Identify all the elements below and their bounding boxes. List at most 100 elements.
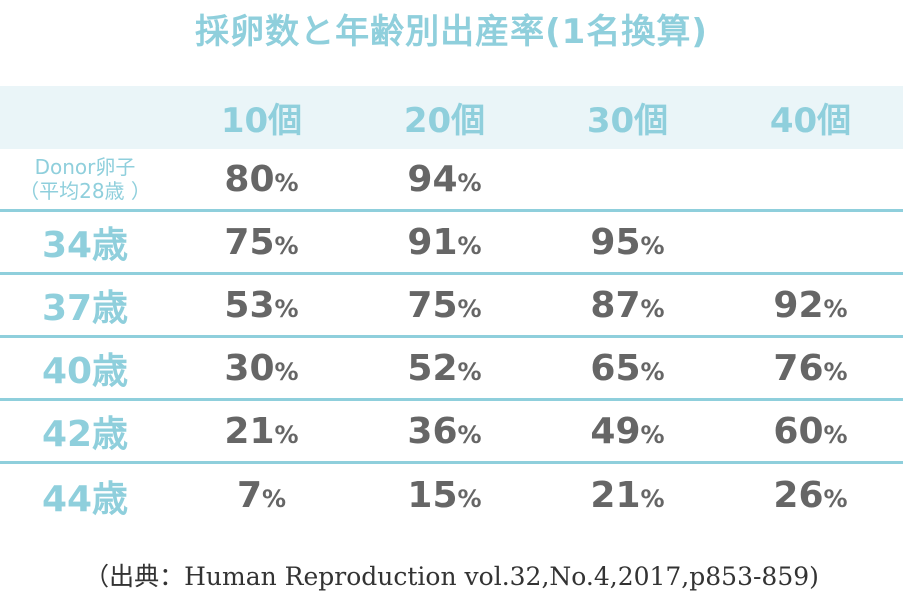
percent-sign: %: [640, 420, 665, 449]
birth-rate-value: 94%: [407, 159, 481, 200]
source-citation: （出典：Human Reproduction vol.32,No.4,2017,…: [84, 562, 819, 591]
value-number: 26: [773, 475, 824, 516]
header-corner: [0, 86, 170, 149]
value-cell: 36%: [353, 401, 536, 461]
birth-rate-value: 21%: [590, 475, 664, 516]
chart-title: 採卵数と年齢別出産率(1名換算): [195, 12, 708, 52]
percent-sign: %: [457, 420, 482, 449]
value-number: 21: [590, 475, 641, 516]
value-cell: 87%: [536, 275, 719, 335]
percent-sign: %: [262, 485, 287, 513]
value-number: 36: [407, 410, 458, 452]
percent-sign: %: [640, 294, 665, 323]
age-label: 40歳: [41, 351, 129, 392]
value-number: 76: [773, 347, 824, 389]
percent-sign: %: [457, 357, 482, 386]
percent-sign: %: [457, 168, 482, 197]
value-number: 91: [407, 221, 458, 263]
donor-label: Donor卵子 （平均28歳 ）: [19, 155, 151, 203]
percent-sign: %: [640, 357, 665, 386]
percent-sign: %: [823, 485, 848, 513]
birth-rate-value: 36%: [407, 411, 481, 452]
row-label: 42歳: [0, 401, 170, 461]
birth-rate-value: 7%: [237, 475, 286, 516]
value-cell: 92%: [719, 275, 902, 335]
birth-rate-value: 15%: [407, 475, 481, 516]
value-number: 30: [224, 347, 275, 389]
value-cell: 75%: [170, 212, 353, 272]
column-header-40: 40個: [769, 101, 852, 141]
value-number: 53: [224, 284, 275, 326]
value-number: 95: [590, 221, 641, 263]
birth-rate-value: 75%: [224, 222, 298, 263]
table-header-row: 10個 20個 30個 40個: [0, 86, 903, 149]
value-number: 60: [773, 410, 824, 452]
value-cell: 21%: [170, 401, 353, 461]
percent-sign: %: [274, 294, 299, 323]
value-cell: [719, 149, 902, 209]
value-cell: 80%: [170, 149, 353, 209]
age-label: 34歳: [41, 225, 129, 266]
percent-sign: %: [274, 420, 299, 449]
table-row: 34歳 75% 91% 95%: [0, 212, 903, 275]
row-label: 44歳: [0, 464, 170, 527]
donor-label-line2: （平均28歳 ）: [19, 179, 151, 203]
row-label: 37歳: [0, 275, 170, 335]
value-cell: 49%: [536, 401, 719, 461]
value-cell: 76%: [719, 338, 902, 398]
table-row: 44歳 7% 15% 21% 26%: [0, 464, 903, 527]
value-cell: 30%: [170, 338, 353, 398]
birth-rate-value: 60%: [773, 411, 847, 452]
age-label: 44歳: [41, 478, 129, 520]
value-number: 75: [407, 284, 458, 326]
value-cell: [536, 149, 719, 209]
value-cell: 94%: [353, 149, 536, 209]
value-number: 21: [224, 410, 275, 452]
birth-rate-value: 80%: [224, 159, 298, 200]
birth-rate-value: 75%: [407, 285, 481, 326]
value-number: 92: [773, 284, 824, 326]
column-header-20: 20個: [403, 101, 486, 141]
birth-rate-value: 95%: [590, 222, 664, 263]
value-number: 87: [590, 284, 641, 326]
percent-sign: %: [457, 231, 482, 260]
value-number: 15: [407, 475, 458, 516]
percent-sign: %: [457, 294, 482, 323]
percent-sign: %: [640, 231, 665, 260]
value-cell: 52%: [353, 338, 536, 398]
value-cell: 15%: [353, 464, 536, 527]
birth-rate-value: 91%: [407, 222, 481, 263]
birth-rate-value: 87%: [590, 285, 664, 326]
column-header-10: 10個: [220, 101, 303, 141]
value-number: 65: [590, 347, 641, 389]
percent-sign: %: [823, 420, 848, 449]
value-cell: 75%: [353, 275, 536, 335]
row-label: Donor卵子 （平均28歳 ）: [0, 149, 170, 209]
table-row: 37歳 53% 75% 87% 92%: [0, 275, 903, 338]
row-label: 34歳: [0, 212, 170, 272]
donor-label-line1: Donor卵子: [34, 155, 136, 179]
birth-rate-table: 10個 20個 30個 40個 Donor卵子 （平均28歳 ） 80% 94% 34歳…: [0, 86, 903, 527]
birth-rate-value: 53%: [224, 285, 298, 326]
birth-rate-value: 30%: [224, 348, 298, 389]
value-number: 7: [236, 475, 262, 516]
table-body: Donor卵子 （平均28歳 ） 80% 94% 34歳 75% 91% 95% 37歳 53% 7…: [0, 149, 903, 527]
value-cell: 95%: [536, 212, 719, 272]
value-number: 75: [224, 221, 275, 263]
value-cell: 60%: [719, 401, 902, 461]
age-label: 42歳: [41, 414, 129, 455]
value-number: 94: [407, 158, 458, 200]
value-cell: 21%: [536, 464, 719, 527]
percent-sign: %: [823, 357, 848, 386]
value-cell: 65%: [536, 338, 719, 398]
birth-rate-value: 49%: [590, 411, 664, 452]
birth-rate-value: 76%: [773, 348, 847, 389]
percent-sign: %: [823, 294, 848, 323]
age-label: 37歳: [41, 288, 129, 329]
percent-sign: %: [274, 357, 299, 386]
table-row: 40歳 30% 52% 65% 76%: [0, 338, 903, 401]
value-cell: [719, 212, 902, 272]
percent-sign: %: [640, 485, 665, 513]
value-number: 52: [407, 347, 458, 389]
percent-sign: %: [274, 231, 299, 260]
